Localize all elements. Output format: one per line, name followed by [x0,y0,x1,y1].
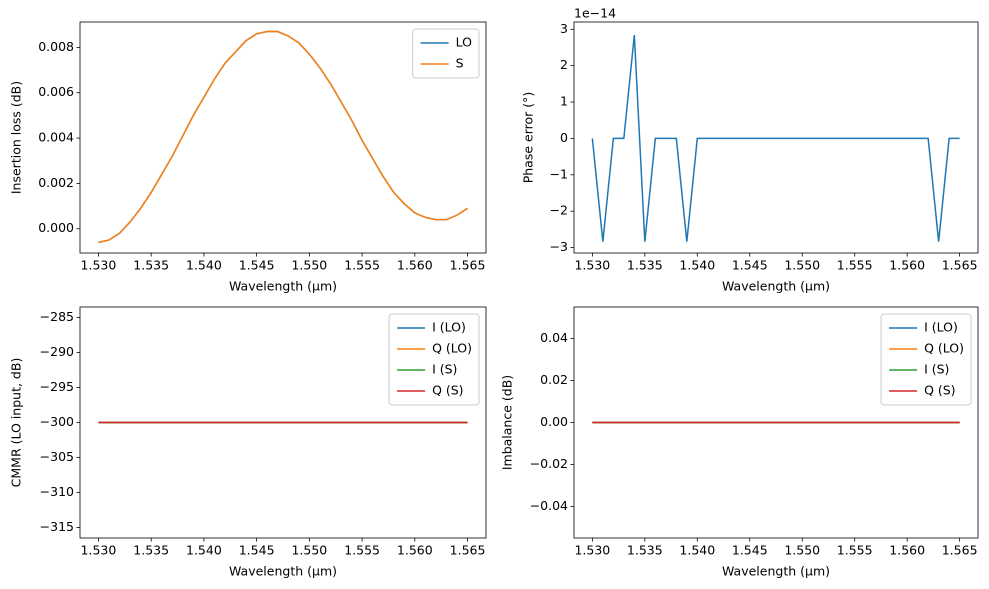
axes-frame [573,306,979,539]
y-tick-label: −0.04 [530,498,568,513]
x-tick-label: 1.535 [133,258,169,273]
legend: I (LO) Q (LO) I (S) Q (S) [388,313,480,406]
x-axis-label: Wavelength (µm) [229,279,337,294]
x-axis-label: Wavelength (µm) [722,279,830,294]
y-tick-label: 2 [560,57,568,72]
x-tick-label: 1.540 [186,258,222,273]
y-tick-label: −1 [550,166,568,181]
y-tick-label: −2 [550,203,568,218]
y-tick-label: 0.04 [540,330,568,345]
y-tick-label: 0.008 [38,39,74,54]
x-tick-label: 1.535 [627,543,663,558]
axes-frame [573,21,979,254]
x-tick-label: 1.535 [133,543,169,558]
legend-box [412,28,480,79]
x-tick-label: 1.560 [397,543,433,558]
y-tick-label: 0.004 [38,130,74,145]
x-tick-label: 1.555 [837,258,873,273]
legend-label: I (S) [924,362,949,377]
x-axis-label: Wavelength (µm) [229,564,337,579]
x-tick-label: 1.540 [679,543,715,558]
y-tick-label: 0.00 [540,414,568,429]
y-tick-label: 1 [560,94,568,109]
offset-text: 1e−14 [574,6,616,21]
x-tick-label: 1.540 [186,543,222,558]
x-tick-label: 1.545 [239,543,275,558]
legend-box [880,313,972,406]
x-tick-label: 1.565 [942,258,978,273]
x-tick-label: 1.545 [732,543,768,558]
y-axis-label: CMMR (LO input, dB) [9,358,24,488]
y-axis-label: Phase error (°) [521,92,536,184]
y-tick-label: −290 [40,344,74,359]
legend-label: Q (LO) [924,341,964,356]
x-tick-label: 1.560 [397,258,433,273]
y-tick-label: 0.002 [38,175,74,190]
x-tick-label: 1.530 [574,258,610,273]
x-tick-label: 1.530 [81,258,117,273]
y-tick-label: −0.02 [530,456,568,471]
x-tick-label: 1.565 [450,258,486,273]
data-line [591,35,960,242]
y-tick-label: −3 [550,239,568,254]
legend: LO S [412,28,480,79]
legend-label: Q (S) [432,383,464,398]
x-tick-label: 1.555 [344,543,380,558]
x-tick-label: 1.540 [679,258,715,273]
y-tick-label: 0.000 [38,220,74,235]
axes-frame [79,21,487,254]
x-tick-label: 1.560 [889,258,925,273]
x-tick-label: 1.550 [291,258,327,273]
x-tick-label: 1.550 [784,543,820,558]
x-tick-label: 1.530 [81,543,117,558]
x-tick-label: 1.550 [291,543,327,558]
y-tick-label: −295 [40,379,74,394]
y-tick-label: −300 [40,414,74,429]
x-tick-label: 1.550 [784,258,820,273]
y-axis-label: Imbalance (dB) [500,375,515,470]
y-tick-label: 0 [560,130,568,145]
axes-frame [79,306,487,539]
y-tick-label: 0.006 [38,84,74,99]
x-tick-label: 1.545 [732,258,768,273]
x-tick-label: 1.555 [837,543,873,558]
x-tick-label: 1.555 [344,258,380,273]
y-tick-label: −315 [40,519,74,534]
x-axis-label: Wavelength (µm) [722,564,830,579]
y-axis-label: Insertion loss (dB) [9,81,24,194]
legend-label: LO [456,35,473,50]
y-tick-label: −310 [40,484,74,499]
legend-box [388,313,480,406]
x-tick-label: 1.560 [889,543,925,558]
legend-label: Q (LO) [432,341,472,356]
y-tick-label: −285 [40,309,74,324]
legend-label: I (S) [432,362,457,377]
legend-label: S [456,56,464,71]
legend-label: Q (S) [924,383,956,398]
legend: I (LO) Q (LO) I (S) Q (S) [880,313,972,406]
y-tick-label: 0.02 [540,372,568,387]
x-tick-label: 1.565 [942,543,978,558]
y-tick-label: −305 [40,449,74,464]
x-tick-label: 1.535 [627,258,663,273]
legend-label: I (LO) [924,320,958,335]
y-tick-label: 3 [560,21,568,36]
x-tick-label: 1.545 [239,258,275,273]
data-line [98,30,468,244]
legend-label: I (LO) [432,320,466,335]
x-tick-label: 1.565 [450,543,486,558]
x-tick-label: 1.530 [574,543,610,558]
